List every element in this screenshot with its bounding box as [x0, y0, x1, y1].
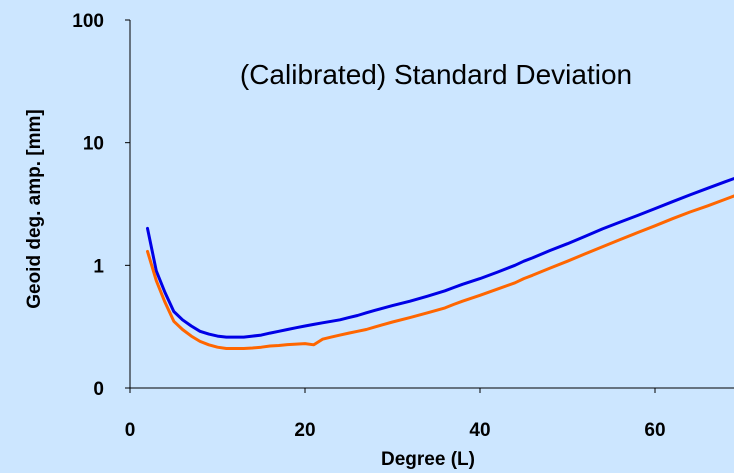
y-axis-title: Geoid deg. amp. [mm] [24, 109, 45, 309]
y-tick-label: 10 [83, 134, 104, 155]
x-axis-title: Degree (L) [381, 449, 475, 470]
chart-annotation: (Calibrated) Standard Deviation [240, 59, 632, 90]
axis-ticks: 0 20 40 60 0 1 10 100 [72, 11, 665, 441]
y-tick-label: 0 [93, 379, 104, 400]
x-tick-label: 40 [469, 420, 490, 441]
y-tick-label: 1 [93, 256, 104, 277]
series-line-1 [146, 176, 734, 339]
x-tick-label: 0 [125, 420, 136, 441]
series-group [146, 176, 734, 350]
series-line-2 [146, 194, 734, 350]
x-tick-label: 60 [644, 420, 665, 441]
x-tick-label: 20 [294, 420, 315, 441]
y-tick-label: 100 [72, 11, 104, 32]
